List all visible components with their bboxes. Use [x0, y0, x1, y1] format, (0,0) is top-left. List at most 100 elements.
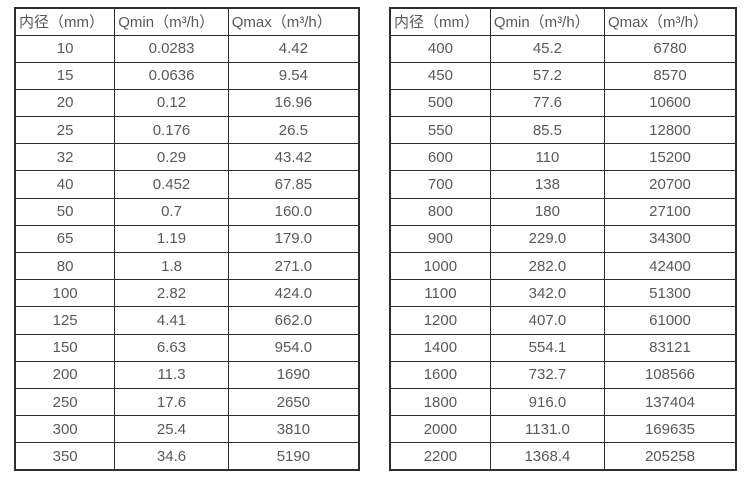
cell-qmax: 26.5 [227, 116, 360, 145]
cell-diameter: 400 [389, 34, 491, 63]
cell-diameter: 1400 [389, 333, 491, 362]
table-row: 300 25.4 3810 [14, 415, 360, 444]
cell-qmax: 43.42 [227, 143, 360, 172]
cell-qmax: 160.0 [227, 197, 360, 226]
cell-qmax: 67.85 [227, 170, 360, 199]
cell-qmin: 0.7 [114, 197, 229, 226]
cell-diameter: 125 [14, 306, 116, 335]
cell-qmin: 57.2 [489, 61, 606, 90]
cell-qmax: 42400 [604, 251, 737, 281]
cell-qmax: 2650 [227, 387, 360, 417]
table-row: 1600 732.7 108566 [389, 360, 737, 389]
cell-diameter: 15 [14, 61, 116, 90]
cell-diameter: 80 [14, 251, 116, 281]
cell-qmin: 229.0 [489, 224, 606, 254]
cell-diameter: 100 [14, 279, 116, 308]
cell-qmin: 916.0 [489, 387, 606, 417]
cell-qmax: 424.0 [227, 279, 360, 308]
table-row: 700 138 20700 [389, 170, 737, 199]
table-row: 500 77.6 10600 [389, 88, 737, 118]
cell-qmin: 407.0 [489, 306, 606, 335]
cell-qmax: 12800 [604, 116, 737, 145]
cell-diameter: 1000 [389, 251, 491, 281]
cell-qmax: 169635 [604, 415, 737, 444]
table-body: 10 0.0283 4.42 15 0.0636 9.54 20 0.12 16.96 25 0.1… [14, 34, 360, 471]
cell-diameter: 2200 [389, 442, 491, 471]
cell-qmin: 0.29 [114, 143, 229, 172]
cell-qmax: 83121 [604, 333, 737, 362]
cell-qmax: 20700 [604, 170, 737, 199]
cell-qmin: 1368.4 [489, 442, 606, 471]
cell-qmax: 5190 [227, 442, 360, 471]
cell-qmin: 11.3 [114, 360, 229, 389]
cell-diameter: 65 [14, 224, 116, 254]
cell-qmax: 137404 [604, 387, 737, 417]
table-row: 50 0.7 160.0 [14, 197, 360, 226]
cell-qmin: 732.7 [489, 360, 606, 389]
cell-qmax: 3810 [227, 415, 360, 444]
cell-diameter: 900 [389, 224, 491, 254]
cell-qmax: 271.0 [227, 251, 360, 281]
cell-diameter: 600 [389, 143, 491, 172]
table-header: 内径（mm） Qmin（m³/h） Qmax（m³/h） [14, 7, 360, 36]
cell-qmin: 554.1 [489, 333, 606, 362]
cell-qmin: 25.4 [114, 415, 229, 444]
column-header-qmin: Qmin（m³/h） [489, 7, 606, 36]
cell-qmin: 1131.0 [489, 415, 606, 444]
cell-qmax: 4.42 [227, 34, 360, 63]
column-header-qmax: Qmax（m³/h） [604, 7, 737, 36]
table-row: 25 0.176 26.5 [14, 116, 360, 145]
cell-qmax: 10600 [604, 88, 737, 118]
table-row: 1400 554.1 83121 [389, 333, 737, 362]
cell-qmax: 34300 [604, 224, 737, 254]
cell-qmin: 0.176 [114, 116, 229, 145]
table-row: 900 229.0 34300 [389, 224, 737, 254]
cell-qmin: 180 [489, 197, 606, 226]
cell-diameter: 200 [14, 360, 116, 389]
cell-qmax: 6780 [604, 34, 737, 63]
cell-diameter: 50 [14, 197, 116, 226]
cell-diameter: 10 [14, 34, 116, 63]
cell-qmin: 45.2 [489, 34, 606, 63]
cell-qmin: 1.19 [114, 224, 229, 254]
cell-qmin: 1.8 [114, 251, 229, 281]
cell-qmin: 6.63 [114, 333, 229, 362]
header-row: 内径（mm） Qmin（m³/h） Qmax（m³/h） [389, 7, 737, 36]
table-row: 1100 342.0 51300 [389, 279, 737, 308]
cell-diameter: 25 [14, 116, 116, 145]
table-row: 800 180 27100 [389, 197, 737, 226]
column-header-diameter: 内径（mm） [14, 7, 116, 36]
cell-qmin: 0.0636 [114, 61, 229, 90]
cell-diameter: 20 [14, 88, 116, 118]
table-row: 200 11.3 1690 [14, 360, 360, 389]
cell-diameter: 40 [14, 170, 116, 199]
cell-qmin: 77.6 [489, 88, 606, 118]
cell-diameter: 450 [389, 61, 491, 90]
cell-qmin: 110 [489, 143, 606, 172]
cell-qmin: 0.452 [114, 170, 229, 199]
cell-diameter: 250 [14, 387, 116, 417]
table-row: 350 34.6 5190 [14, 442, 360, 471]
cell-diameter: 550 [389, 116, 491, 145]
cell-qmax: 15200 [604, 143, 737, 172]
column-header-qmax: Qmax（m³/h） [227, 7, 360, 36]
cell-diameter: 300 [14, 415, 116, 444]
table-row: 1000 282.0 42400 [389, 251, 737, 281]
cell-qmax: 9.54 [227, 61, 360, 90]
cell-diameter: 150 [14, 333, 116, 362]
cell-qmin: 4.41 [114, 306, 229, 335]
cell-diameter: 1600 [389, 360, 491, 389]
cell-qmin: 2.82 [114, 279, 229, 308]
table-row: 550 85.5 12800 [389, 116, 737, 145]
cell-qmin: 17.6 [114, 387, 229, 417]
table-row: 15 0.0636 9.54 [14, 61, 360, 90]
column-header-diameter: 内径（mm） [389, 7, 491, 36]
column-header-qmin: Qmin（m³/h） [114, 7, 229, 36]
table-row: 600 110 15200 [389, 143, 737, 172]
cell-qmax: 16.96 [227, 88, 360, 118]
cell-qmin: 0.0283 [114, 34, 229, 63]
header-row: 内径（mm） Qmin（m³/h） Qmax（m³/h） [14, 7, 360, 36]
table-row: 450 57.2 8570 [389, 61, 737, 90]
table-row: 1200 407.0 61000 [389, 306, 737, 335]
table-row: 400 45.2 6780 [389, 34, 737, 63]
